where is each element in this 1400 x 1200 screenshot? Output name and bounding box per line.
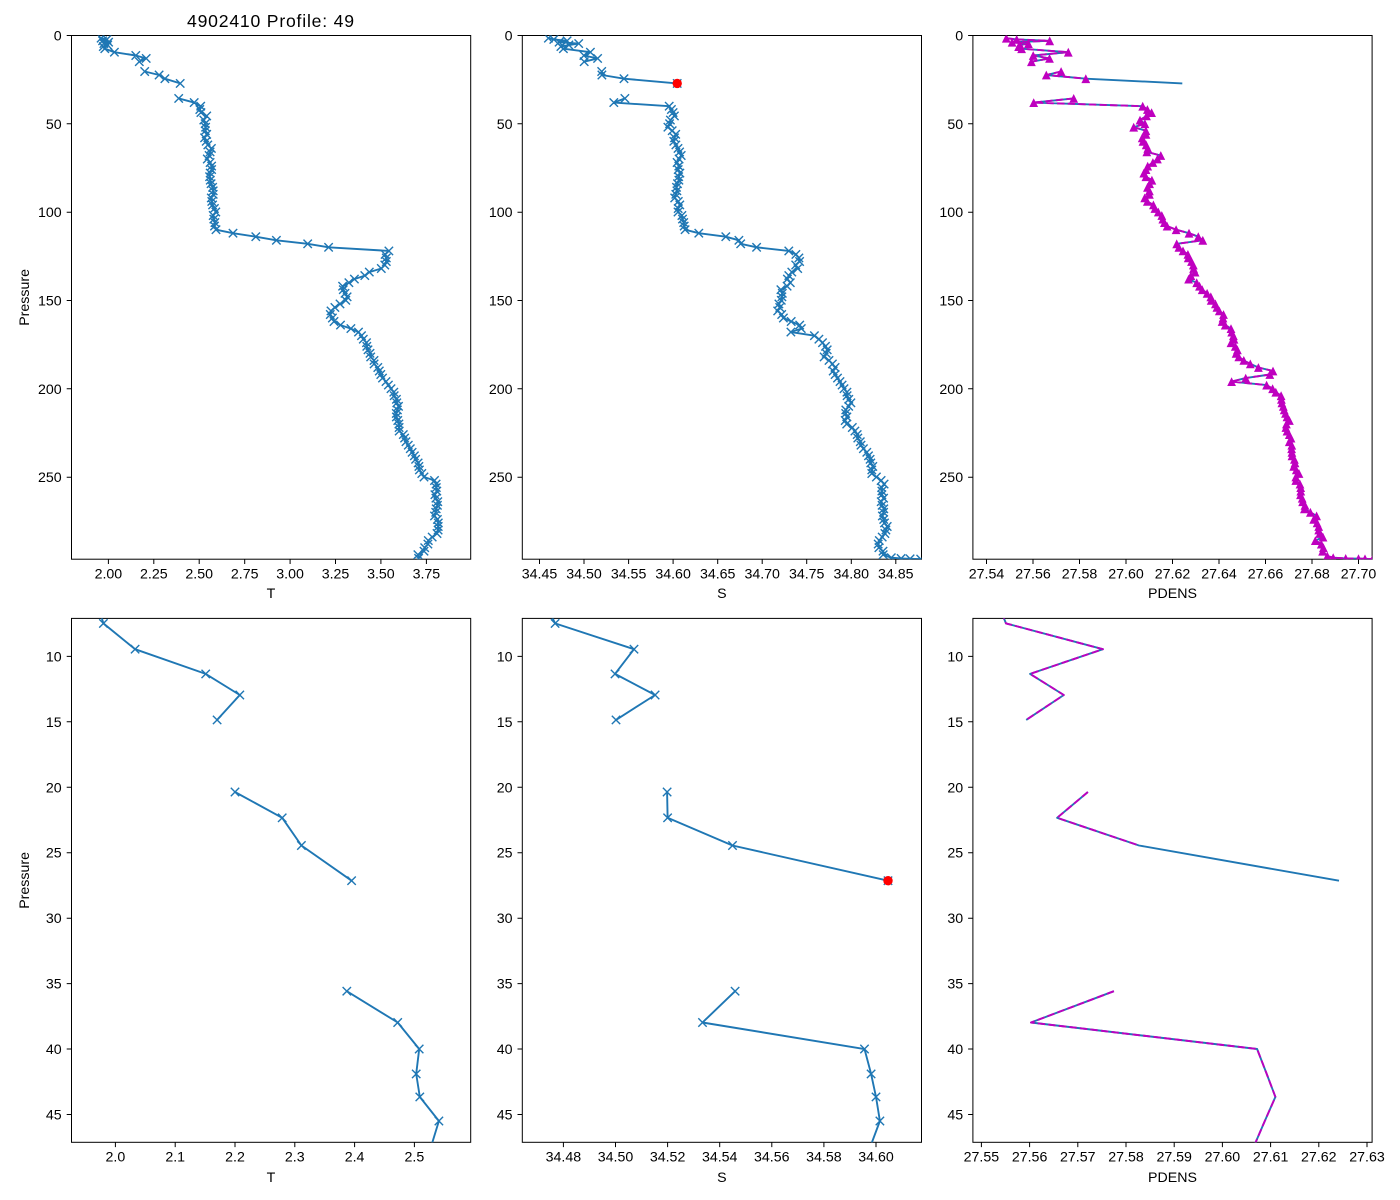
svg-text:34.60: 34.60 [858, 1149, 894, 1165]
svg-text:34.52: 34.52 [650, 1149, 686, 1165]
svg-text:0: 0 [955, 29, 963, 45]
svg-text:34.50: 34.50 [598, 1149, 634, 1165]
svg-text:T: T [267, 586, 276, 602]
svg-text:27.60: 27.60 [1205, 1149, 1241, 1165]
svg-text:15: 15 [497, 715, 513, 731]
svg-text:27.57: 27.57 [1060, 1149, 1096, 1165]
svg-text:2.1: 2.1 [165, 1149, 185, 1165]
svg-text:30: 30 [947, 911, 963, 927]
svg-text:35: 35 [947, 977, 963, 993]
svg-text:Pressure: Pressure [17, 269, 33, 326]
svg-text:34.75: 34.75 [789, 566, 825, 582]
svg-text:100: 100 [939, 205, 963, 221]
svg-text:10: 10 [497, 649, 513, 665]
svg-text:34.56: 34.56 [754, 1149, 790, 1165]
svg-text:34.45: 34.45 [522, 566, 558, 582]
svg-text:27.56: 27.56 [1015, 566, 1051, 582]
svg-text:2.3: 2.3 [285, 1149, 305, 1165]
svg-text:150: 150 [38, 294, 62, 310]
svg-text:35: 35 [46, 977, 62, 993]
svg-text:PDENS: PDENS [1148, 1170, 1197, 1186]
svg-text:20: 20 [46, 780, 62, 796]
svg-text:2.00: 2.00 [95, 566, 123, 582]
svg-text:Pressure: Pressure [17, 852, 33, 909]
svg-text:34.65: 34.65 [700, 566, 736, 582]
svg-text:40: 40 [947, 1042, 963, 1058]
svg-text:2.75: 2.75 [231, 566, 259, 582]
svg-text:50: 50 [947, 117, 963, 133]
svg-text:20: 20 [497, 780, 513, 796]
svg-text:10: 10 [947, 649, 963, 665]
svg-text:3.50: 3.50 [367, 566, 395, 582]
svg-text:50: 50 [46, 117, 62, 133]
svg-text:30: 30 [497, 911, 513, 927]
svg-text:40: 40 [497, 1042, 513, 1058]
svg-text:2.2: 2.2 [225, 1149, 245, 1165]
svg-text:27.63: 27.63 [1349, 1149, 1385, 1165]
svg-text:27.68: 27.68 [1294, 566, 1330, 582]
svg-text:27.66: 27.66 [1248, 566, 1284, 582]
svg-text:27.61: 27.61 [1253, 1149, 1289, 1165]
svg-text:27.59: 27.59 [1156, 1149, 1192, 1165]
svg-text:2.25: 2.25 [140, 566, 168, 582]
svg-text:34.48: 34.48 [546, 1149, 582, 1165]
svg-text:50: 50 [497, 117, 513, 133]
svg-text:45: 45 [947, 1108, 963, 1124]
svg-text:34.70: 34.70 [744, 566, 780, 582]
svg-text:25: 25 [497, 846, 513, 862]
svg-text:34.55: 34.55 [611, 566, 647, 582]
svg-text:250: 250 [38, 470, 62, 486]
svg-text:30: 30 [46, 911, 62, 927]
svg-text:10: 10 [46, 649, 62, 665]
svg-text:34.85: 34.85 [878, 566, 914, 582]
svg-text:27.58: 27.58 [1108, 1149, 1144, 1165]
svg-text:4902410 Profile: 49: 4902410 Profile: 49 [187, 11, 355, 31]
svg-text:27.62: 27.62 [1301, 1149, 1337, 1165]
svg-text:27.70: 27.70 [1341, 566, 1377, 582]
svg-text:200: 200 [489, 382, 513, 398]
svg-text:27.62: 27.62 [1155, 566, 1191, 582]
svg-text:3.25: 3.25 [322, 566, 350, 582]
svg-text:27.56: 27.56 [1012, 1149, 1048, 1165]
svg-text:45: 45 [46, 1108, 62, 1124]
svg-text:150: 150 [489, 294, 513, 310]
svg-text:34.54: 34.54 [702, 1149, 738, 1165]
svg-text:S: S [717, 586, 726, 602]
svg-text:2.50: 2.50 [185, 566, 213, 582]
svg-text:25: 25 [947, 846, 963, 862]
svg-text:2.4: 2.4 [345, 1149, 365, 1165]
svg-text:0: 0 [54, 29, 62, 45]
svg-text:0: 0 [505, 29, 513, 45]
svg-text:3.75: 3.75 [413, 566, 441, 582]
svg-text:27.55: 27.55 [964, 1149, 1000, 1165]
svg-text:27.64: 27.64 [1201, 566, 1237, 582]
svg-text:100: 100 [489, 205, 513, 221]
svg-text:34.58: 34.58 [806, 1149, 842, 1165]
svg-text:34.60: 34.60 [655, 566, 691, 582]
svg-text:27.58: 27.58 [1062, 566, 1098, 582]
svg-text:2.5: 2.5 [405, 1149, 425, 1165]
svg-text:25: 25 [46, 846, 62, 862]
svg-text:S: S [717, 1170, 726, 1186]
svg-text:150: 150 [939, 294, 963, 310]
svg-text:20: 20 [947, 780, 963, 796]
svg-text:27.54: 27.54 [969, 566, 1005, 582]
svg-text:200: 200 [38, 382, 62, 398]
svg-text:27.60: 27.60 [1108, 566, 1144, 582]
svg-text:200: 200 [939, 382, 963, 398]
svg-text:34.50: 34.50 [566, 566, 602, 582]
svg-text:250: 250 [939, 470, 963, 486]
svg-text:15: 15 [46, 715, 62, 731]
svg-text:100: 100 [38, 205, 62, 221]
svg-text:40: 40 [46, 1042, 62, 1058]
svg-text:T: T [267, 1170, 276, 1186]
svg-text:2.0: 2.0 [106, 1149, 126, 1165]
svg-text:15: 15 [947, 715, 963, 731]
svg-text:250: 250 [489, 470, 513, 486]
svg-text:3.00: 3.00 [276, 566, 304, 582]
svg-text:45: 45 [497, 1108, 513, 1124]
svg-text:34.80: 34.80 [834, 566, 870, 582]
svg-text:35: 35 [497, 977, 513, 993]
svg-text:PDENS: PDENS [1148, 586, 1197, 602]
